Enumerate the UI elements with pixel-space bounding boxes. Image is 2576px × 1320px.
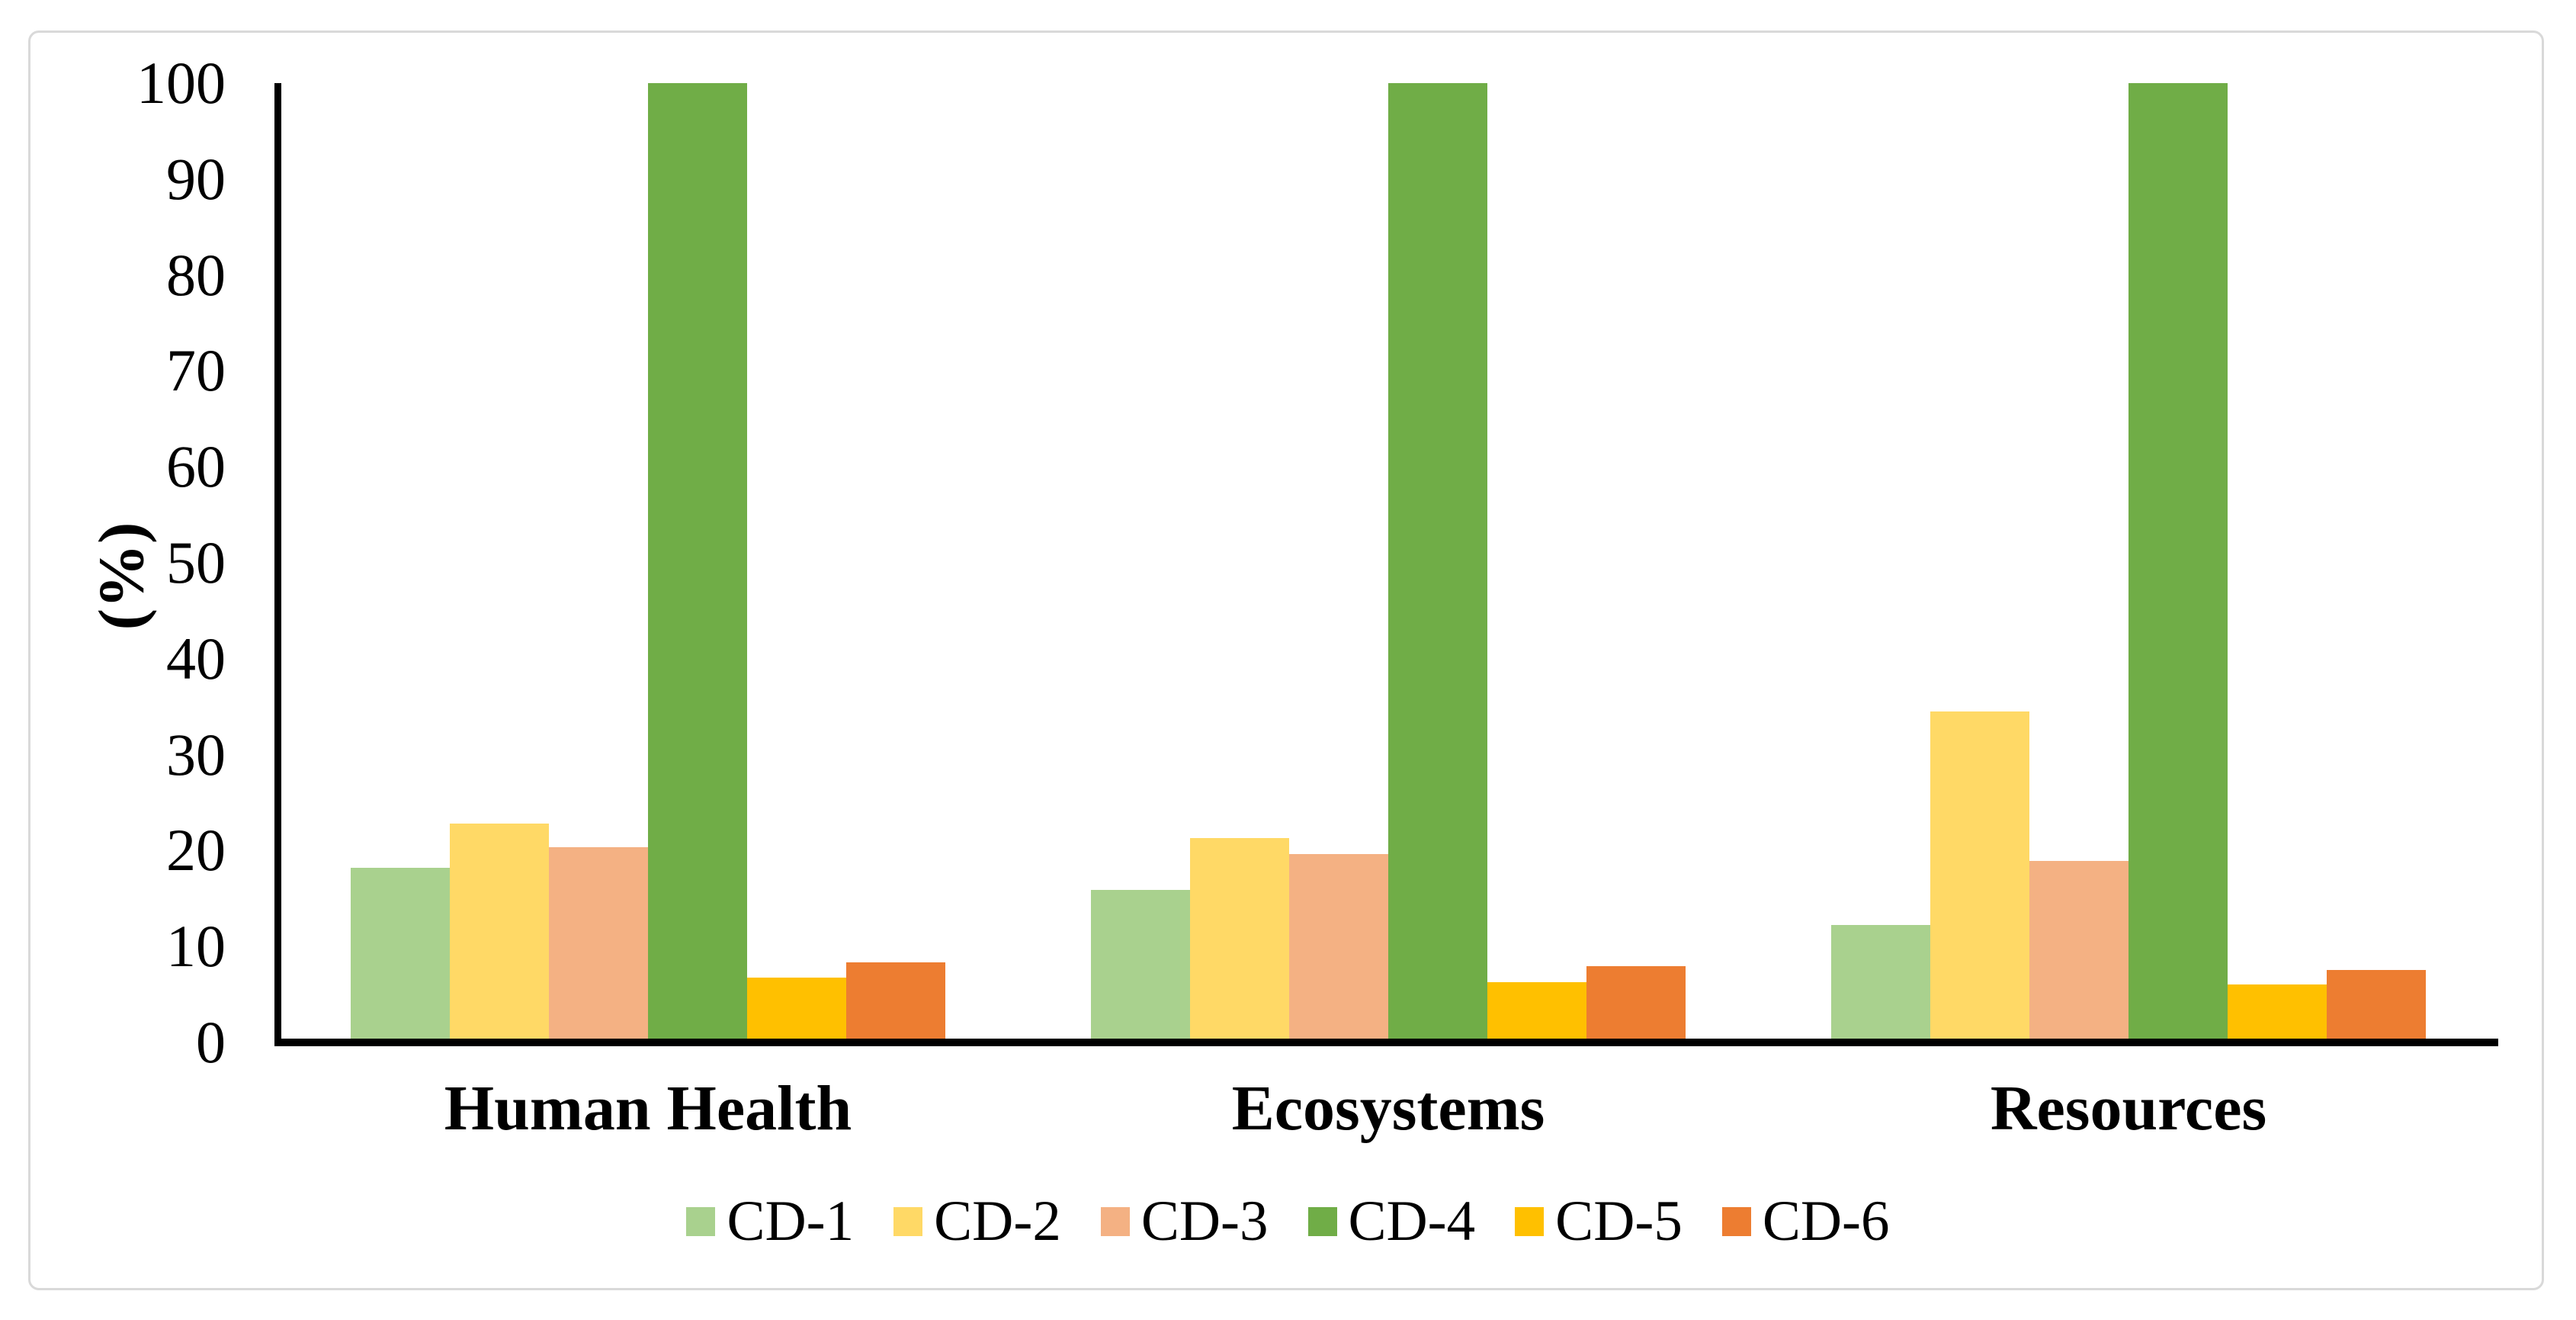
bar-cd-6-resources — [2327, 970, 2426, 1039]
bar-cd-3-ecosystems — [1289, 854, 1388, 1039]
y-tick-label-10: 10 — [166, 913, 226, 980]
legend-item-cd-4: CD-4 — [1307, 1190, 1476, 1253]
bar-cd-3-human-health — [549, 847, 648, 1039]
y-axis-line — [274, 83, 281, 1046]
legend-swatch-cd-1 — [686, 1207, 716, 1236]
bar-cd-2-resources — [1930, 711, 2029, 1039]
y-tick-label-70: 70 — [166, 337, 226, 404]
chart-legend: CD-1 CD-2 CD-3 CD-4 CD-5 CD-6 — [0, 1184, 2576, 1260]
y-tick-label-100: 100 — [136, 50, 226, 116]
y-tick-label-20: 20 — [166, 817, 226, 884]
legend-item-cd-5: CD-5 — [1515, 1191, 1683, 1252]
bar-cd-6-ecosystems — [1586, 966, 1686, 1039]
y-tick-label-80: 80 — [166, 241, 226, 308]
y-tick-label-90: 90 — [166, 145, 226, 212]
bar-cd-1-ecosystems — [1091, 890, 1190, 1039]
y-tick-label-40: 40 — [166, 625, 226, 692]
chart-border-frame — [28, 31, 2544, 1290]
bar-cd-2-ecosystems — [1190, 838, 1289, 1039]
legend-item-cd-3: CD-3 — [1100, 1190, 1269, 1253]
legend-label-cd-3: CD-3 — [1140, 1190, 1269, 1253]
bar-cd-5-resources — [2228, 984, 2327, 1039]
legend-swatch-cd-5 — [1515, 1207, 1545, 1236]
legend-label-cd-6: CD-6 — [1762, 1190, 1890, 1253]
legend-label-cd-5: CD-5 — [1555, 1190, 1683, 1253]
bar-cd-2-human-health — [450, 824, 549, 1039]
category-label-human-health: Human Health — [444, 1073, 852, 1144]
bar-cd-5-human-health — [747, 978, 846, 1039]
bar-cd-6-human-health — [846, 962, 945, 1039]
y-tick-label-50: 50 — [166, 529, 226, 596]
legend-label-cd-4: CD-4 — [1348, 1190, 1476, 1253]
y-tick-label-30: 30 — [166, 721, 226, 788]
bar-cd-4-resources — [2128, 83, 2228, 1039]
y-tick-label-0: 0 — [196, 1009, 226, 1075]
legend-label-cd-1: CD-1 — [727, 1190, 855, 1253]
bar-cd-1-resources — [1831, 925, 1930, 1039]
legend-swatch-cd-3 — [1100, 1207, 1130, 1236]
legend-item-cd-1: CD-1 — [686, 1191, 854, 1252]
legend-item-cd-2: CD-2 — [893, 1191, 1061, 1252]
category-label-resources: Resources — [1990, 1073, 2267, 1144]
legend-item-cd-6: CD-6 — [1721, 1190, 1890, 1253]
legend-swatch-cd-6 — [1721, 1207, 1751, 1236]
legend-swatch-cd-2 — [893, 1207, 923, 1236]
bar-cd-4-human-health — [648, 83, 747, 1039]
legend-swatch-cd-4 — [1307, 1207, 1337, 1236]
bar-cd-3-resources — [2029, 861, 2128, 1039]
y-tick-label-60: 60 — [166, 433, 226, 500]
bar-cd-1-human-health — [351, 868, 450, 1039]
x-axis-line — [274, 1039, 2498, 1046]
bar-cd-4-ecosystems — [1388, 83, 1487, 1039]
bar-cd-5-ecosystems — [1487, 982, 1586, 1039]
category-label-ecosystems: Ecosystems — [1231, 1073, 1545, 1144]
legend-label-cd-2: CD-2 — [934, 1190, 1061, 1253]
